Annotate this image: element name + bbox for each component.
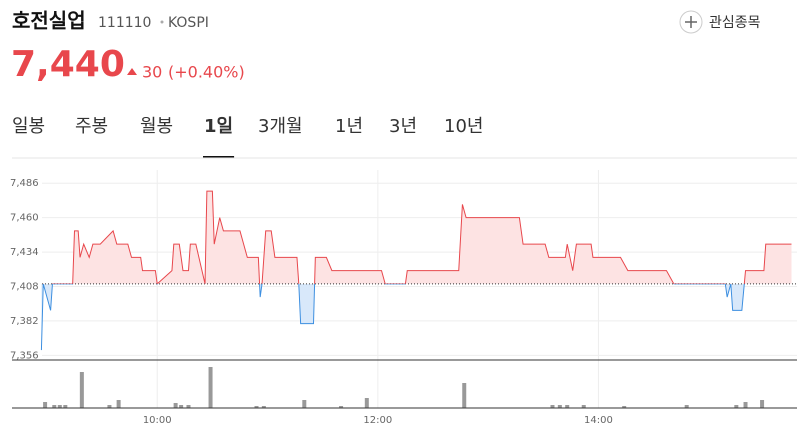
volume-bar <box>208 367 213 408</box>
change-pct: (+0.40%) <box>168 63 245 82</box>
y-tick-label: 7,486 <box>10 178 39 189</box>
volume-bar <box>557 405 562 408</box>
stock-name: 호전실업 <box>12 9 86 33</box>
volume-bar <box>622 406 627 408</box>
volume-bar <box>179 405 184 408</box>
volume-bar <box>339 406 344 408</box>
volume-bar <box>254 406 259 408</box>
volume-bar <box>57 405 62 408</box>
tab[interactable]: 주봉 <box>75 116 108 137</box>
volume-bar <box>186 405 191 408</box>
price: 7,440 <box>11 44 125 85</box>
volume-bar <box>462 383 467 408</box>
plus <box>685 16 697 28</box>
tab[interactable]: 일봉 <box>12 116 45 137</box>
volume-bar <box>743 402 748 408</box>
tab[interactable]: 3개월 <box>258 116 303 137</box>
tab[interactable]: 월봉 <box>140 116 173 137</box>
volume-bar <box>63 405 68 408</box>
up-arrow <box>127 68 137 75</box>
watch-label: 관심종목 <box>709 15 761 31</box>
tab[interactable]: 1일 <box>204 116 233 137</box>
y-tick-label: 7,408 <box>10 282 39 293</box>
volume-bar <box>261 406 266 408</box>
price-line-up <box>42 190 792 284</box>
separator <box>160 20 164 24</box>
volume-bar <box>565 405 570 408</box>
volume-bar <box>364 398 369 408</box>
watch-button[interactable]: 관심종목 <box>679 10 761 34</box>
volume-bar <box>43 402 48 408</box>
y-tick-label: 7,382 <box>10 316 39 327</box>
y-tick-label: 7,434 <box>10 247 39 258</box>
volume-bar <box>79 372 84 408</box>
volume-bar <box>116 400 121 408</box>
volume-bar <box>760 400 765 408</box>
volume-bar <box>684 405 689 408</box>
x-tick-label: 12:00 <box>363 415 392 426</box>
chart: 7,356 7,382 7,408 7,434 7,460 7,486 10:00 12:00… <box>10 170 797 426</box>
tab[interactable]: 3년 <box>389 116 417 137</box>
volume-bar <box>581 405 586 408</box>
y-tick-label: 7,460 <box>10 213 39 224</box>
volume-bar <box>107 405 112 408</box>
volume-bar <box>550 405 555 408</box>
tabs: 일봉 주봉 월봉 1일 3개월 1년 3년 10년 <box>12 116 483 158</box>
volume-bar <box>173 403 178 408</box>
area-up <box>41 191 792 284</box>
stock-code: 111110 <box>98 15 151 31</box>
tab[interactable]: 1년 <box>335 116 363 137</box>
volume-bar <box>302 400 307 408</box>
market: KOSPI <box>168 15 209 31</box>
change: 30 <box>142 63 162 82</box>
x-tick-label: 10:00 <box>143 415 172 426</box>
y-tick-label: 7,356 <box>10 350 39 361</box>
tab[interactable]: 10년 <box>444 116 483 137</box>
x-tick-label: 14:00 <box>584 415 613 426</box>
volume-bar <box>52 405 57 408</box>
volume-bar <box>734 405 739 408</box>
